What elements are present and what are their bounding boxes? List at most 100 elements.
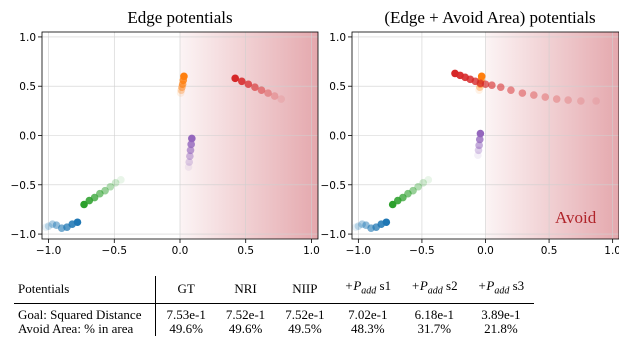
trajectory-point: [518, 89, 527, 97]
trajectory-point: [564, 96, 572, 104]
trajectory-point: [106, 182, 115, 191]
axis-ticks: −1.0 −0.5 0.0 0.5 1.0 1.0 0.5 0.0 −0.5 −1.0: [321, 32, 619, 257]
y-tick-label: 0.5: [329, 81, 346, 93]
y-tick-label: 0.0: [329, 131, 346, 143]
x-tick-label: 0.0: [477, 245, 494, 257]
trajectory-point: [177, 86, 186, 94]
trajectory-point: [419, 179, 428, 187]
trajectory-point: [186, 152, 194, 160]
y-tick-label: −0.5: [321, 180, 347, 192]
trajectory-point: [187, 140, 195, 149]
trajectory-point: [231, 74, 239, 83]
trajectory-point: [48, 220, 57, 229]
trajectory-point: [80, 200, 88, 209]
trajectory-point: [358, 220, 366, 229]
x-tick-label: 1.0: [303, 245, 320, 257]
trajectory-point: [101, 186, 109, 195]
trajectory-point: [277, 95, 286, 103]
trajectory-point: [424, 176, 433, 184]
trajectory-point: [507, 86, 515, 94]
trajectory-point: [184, 163, 193, 171]
table-row: Avoid Area: % in area 49.6% 49.6% 49.5% …: [14, 320, 534, 336]
header-padd-s3: +Padd s3: [467, 276, 535, 304]
trajectory-point: [474, 146, 483, 155]
header-padd-s1: +Padd s1: [334, 276, 402, 304]
edge-potentials-plot: Edge potentials −1.0 −0.5 0.0 0.5 1.0 1.0 0.5 0…: [11, 8, 320, 257]
header-niip: NIIP: [275, 276, 335, 304]
trajectory-point: [475, 86, 483, 94]
trajectory-point: [552, 95, 561, 103]
y-tick-label: 1.0: [19, 32, 36, 44]
trajectory-point: [592, 97, 600, 105]
trajectory-point: [481, 80, 490, 89]
plot-title: (Edge + Avoid Area) potentials: [384, 8, 595, 27]
trajectory-point: [409, 186, 417, 195]
x-tick-label: −0.5: [102, 245, 128, 257]
edge-avoid-potentials-plot: (Edge + Avoid Area) potentials −1.0 −0.5 0…: [321, 8, 619, 257]
grid: [352, 32, 619, 239]
table-header-row: Potentials GT NRI NIIP +Padd s1 +Padd s2…: [14, 276, 535, 304]
table-cell: 49.6%: [169, 320, 203, 336]
trajectory-point: [237, 77, 246, 86]
trajectory-point: [474, 151, 482, 160]
header-potentials: Potentials: [14, 276, 157, 304]
y-tick-label: −1.0: [321, 229, 347, 241]
y-tick-label: 0.0: [19, 131, 36, 143]
table-cell: 31.7%: [417, 320, 452, 336]
trajectory-point: [90, 193, 99, 202]
trajectory-point: [44, 222, 53, 230]
trajectory-point: [188, 134, 196, 143]
table-cell: 3.89e-1: [481, 306, 521, 322]
table-row: Goal: Squared Distance 7.53e-1 7.52e-1 7…: [14, 303, 534, 322]
row-label: Avoid Area: % in area: [14, 321, 157, 336]
trajectory-point: [96, 189, 104, 198]
trajectory-point: [186, 146, 195, 155]
table-cell: 7.02e-1: [348, 306, 388, 322]
trajectories: [352, 69, 600, 232]
table-cell: 48.3%: [351, 320, 385, 336]
avoid-label: Avoid: [555, 208, 597, 227]
trajectory-point: [475, 141, 483, 150]
table-cell: 7.52e-1: [285, 306, 325, 322]
y-tick-label: −0.5: [11, 180, 37, 192]
y-tick-label: 0.5: [19, 81, 36, 93]
row-label: Goal: Squared Distance: [14, 303, 157, 322]
results-table: Potentials GT NRI NIIP +Padd s1 +Padd s2…: [14, 276, 535, 336]
trajectory-point: [541, 93, 550, 101]
trajectory-point: [352, 223, 360, 231]
header-nri: NRI: [215, 276, 276, 304]
trajectory-point: [257, 86, 266, 94]
table-cell: 49.6%: [228, 320, 263, 336]
x-tick-label: 0.0: [172, 245, 189, 257]
trajectory-point: [577, 97, 585, 105]
trajectory-point: [530, 91, 538, 99]
trajectory-point: [42, 223, 50, 231]
trajectory-point: [496, 83, 505, 91]
header-padd-s2: +Padd s2: [401, 276, 468, 304]
figure: Edge potentials −1.0 −0.5 0.0 0.5 1.0 1.0 0.5 0…: [11, 8, 619, 257]
trajectory-point: [414, 182, 422, 191]
x-tick-label: −1.0: [346, 245, 372, 257]
trajectories: [42, 72, 286, 232]
grid: [42, 32, 318, 239]
trajectory-point: [476, 129, 485, 138]
table-cell: 6.18e-1: [414, 306, 455, 322]
trajectory-point: [362, 221, 370, 229]
trajectory-point: [185, 158, 193, 166]
x-tick-label: −1.0: [36, 245, 62, 257]
header-gt: GT: [155, 276, 216, 304]
table-cell: 7.53e-1: [166, 306, 206, 322]
trajectory-point: [52, 221, 61, 229]
plot-title: Edge potentials: [127, 8, 232, 27]
trajectory-point: [270, 92, 279, 100]
trajectory-point: [264, 89, 272, 97]
table-cell: 7.52e-1: [225, 306, 266, 322]
table-cell: 21.8%: [484, 320, 518, 336]
trajectory-point: [111, 179, 120, 187]
trajectory-point: [251, 83, 259, 91]
y-tick-label: 1.0: [329, 32, 346, 44]
x-tick-label: 1.0: [604, 245, 619, 257]
trajectory-point: [178, 80, 187, 89]
trajectory-point: [354, 222, 363, 230]
trajectory-point: [57, 224, 66, 232]
